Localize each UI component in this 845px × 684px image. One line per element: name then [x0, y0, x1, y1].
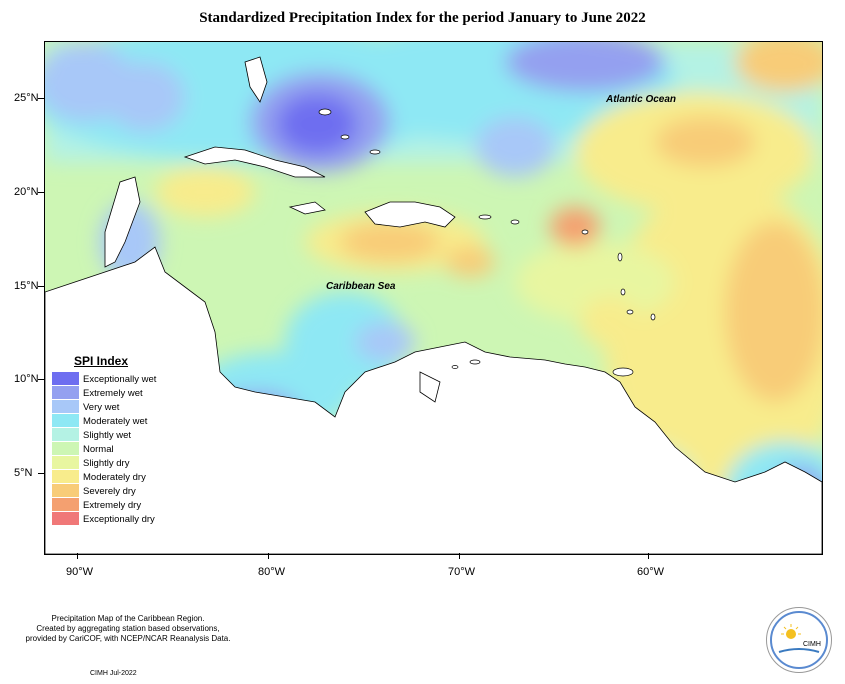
lon-label-70w: 70°W [448, 566, 476, 578]
legend-label: Exceptionally wet [83, 373, 157, 385]
legend-item: Slightly dry [52, 456, 164, 470]
legend-item: Extremely dry [52, 498, 164, 512]
map-area [44, 41, 823, 555]
legend-label: Extremely wet [83, 387, 143, 399]
lon-tick [459, 553, 460, 559]
legend-label: Exceptionally dry [83, 513, 155, 525]
cimh-logo: CIMH [766, 607, 832, 673]
legend-label: Very wet [83, 401, 120, 413]
legend-item: Moderately dry [52, 470, 164, 484]
lat-tick [38, 286, 44, 287]
map-title: Standardized Precipitation Index for the… [199, 10, 646, 26]
legend-swatch [52, 484, 79, 498]
label-caribbean-sea: Caribbean Sea [326, 281, 396, 292]
legend-label: Moderately dry [83, 471, 146, 483]
lat-tick [38, 98, 44, 99]
legend-item: Moderately wet [52, 414, 164, 428]
lat-label-10n: 10°N [14, 373, 39, 385]
legend-item: Severely dry [52, 484, 164, 498]
lat-label-25n: 25°N [14, 92, 39, 104]
lon-label-80w: 80°W [258, 566, 286, 578]
footer-notes: Precipitation Map of the Caribbean Regio… [18, 614, 238, 644]
legend-item: Exceptionally dry [52, 512, 164, 526]
legend-item: Slightly wet [52, 428, 164, 442]
legend-label: Extremely dry [83, 499, 142, 511]
legend-item: Exceptionally wet [52, 372, 164, 386]
label-atlantic-ocean: Atlantic Ocean [606, 94, 677, 105]
legend-swatch [52, 442, 79, 456]
legend-swatch [52, 400, 79, 414]
lat-label-20n: 20°N [14, 186, 39, 198]
legend-label: Slightly dry [83, 457, 130, 469]
logo-text: CIMH [803, 641, 821, 648]
legend-swatch [52, 414, 79, 428]
spi-legend: SPI Index Exceptionally wet Extremely wet… [52, 354, 164, 526]
legend-title: SPI Index [74, 354, 129, 368]
lat-label-15n: 15°N [14, 280, 39, 292]
lat-tick [38, 192, 44, 193]
lon-tick [77, 553, 78, 559]
legend-label: Slightly wet [83, 429, 132, 441]
lat-label-5n: 5°N [14, 467, 33, 479]
footer-date: CIMH Jul-2022 [90, 670, 137, 677]
lat-tick [38, 473, 44, 474]
legend-swatch [52, 470, 79, 484]
footer-line-1: Precipitation Map of the Caribbean Regio… [51, 614, 205, 623]
legend-item: Normal [52, 442, 164, 456]
legend-label: Normal [83, 443, 114, 455]
legend-item: Very wet [52, 400, 164, 414]
lon-tick [648, 553, 649, 559]
lon-label-90w: 90°W [66, 566, 94, 578]
legend-swatch [52, 428, 79, 442]
legend-label: Moderately wet [83, 415, 148, 427]
legend-swatch [52, 512, 79, 526]
lon-label-60w: 60°W [637, 566, 665, 578]
footer-line-2: Created by aggregating station based obs… [36, 624, 220, 633]
lon-tick [268, 553, 269, 559]
legend-swatch [52, 498, 79, 512]
legend-swatch [52, 386, 79, 400]
footer-line-3: provided by CariCOF, with NCEP/NCAR Rean… [25, 634, 231, 643]
legend-swatch [52, 372, 79, 386]
legend-label: Severely dry [83, 485, 136, 497]
legend-swatch [52, 456, 79, 470]
lat-tick [38, 379, 44, 380]
spi-map [45, 42, 822, 554]
legend-item: Extremely wet [52, 386, 164, 400]
